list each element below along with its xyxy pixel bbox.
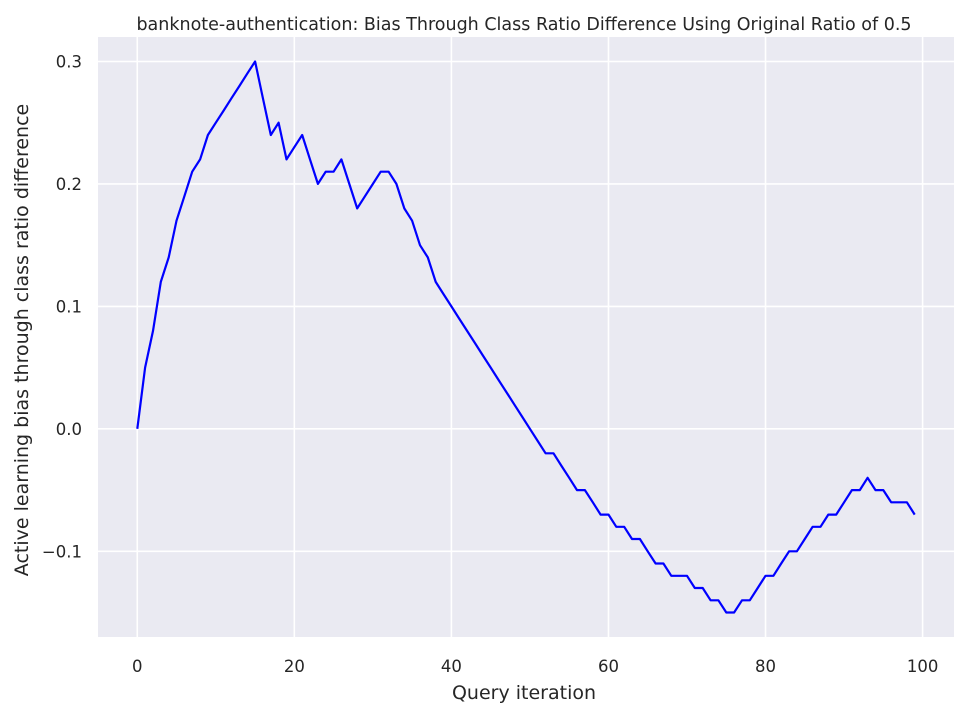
y-tick-label: 0.0 — [56, 420, 82, 439]
y-tick-label: 0.3 — [56, 52, 82, 71]
x-tick-label: 0 — [132, 657, 143, 676]
x-tick-label: 100 — [907, 657, 939, 676]
x-tick-label: 20 — [284, 657, 305, 676]
chart-title: banknote-authentication: Bias Through Cl… — [136, 15, 911, 35]
x-tick-label: 40 — [441, 657, 462, 676]
grid — [98, 37, 954, 637]
x-tick-label: 80 — [755, 657, 776, 676]
x-tick-label: 60 — [598, 657, 619, 676]
series-line — [136, 60, 916, 614]
y-tick-label: −0.1 — [42, 542, 82, 561]
y-axis-label: Active learning bias through class ratio… — [11, 104, 33, 576]
y-tick-label: 0.2 — [56, 175, 82, 194]
x-axis-label: Query iteration — [452, 682, 596, 704]
series-layer — [136, 60, 916, 614]
tick-labels: 0 20 40 60 80 100 −0.1 0.0 0.1 0.2 0.3 — [42, 52, 938, 676]
y-tick-label: 0.1 — [56, 297, 82, 316]
plot-background — [98, 37, 954, 637]
